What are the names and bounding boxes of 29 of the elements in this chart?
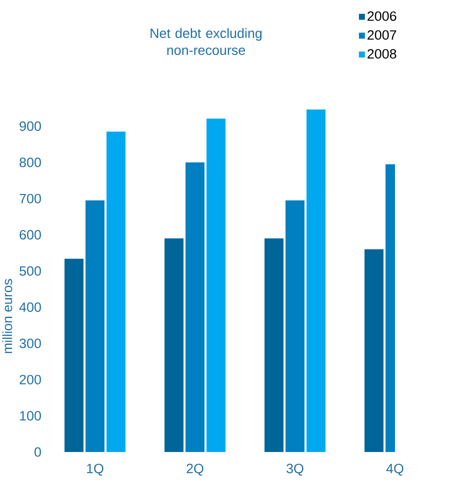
x-tick-label: 1Q [87,464,104,476]
y-tick-label: 500 [20,266,41,276]
bar [286,200,304,452]
y-tick-label: 700 [20,194,41,204]
y-tick-label: 100 [20,411,41,421]
y-tick-label: 900 [20,121,41,131]
bar [306,110,326,452]
bar [206,118,226,452]
bar [164,238,184,452]
bar [106,132,126,452]
chart-title: Net debt excluding non-recourse [150,28,262,55]
y-tick-label: 300 [20,338,41,348]
legend-label: 2008 [368,49,396,59]
bar [86,200,104,452]
y-tick-label: 400 [19,302,41,312]
x-tick-label: 3Q [286,464,304,476]
x-tick-label: 2Q [186,464,204,476]
y-tick-label: 0 [34,447,41,457]
bar [186,162,204,452]
y-tick-label: 600 [20,230,41,240]
bar [64,258,84,452]
x-tick-label: 4Q [386,464,404,476]
y-axis-title: million euros [2,279,12,354]
legend-label: 2006 [368,11,396,21]
y-tick-label: 200 [20,374,41,384]
bar [264,238,284,452]
bar [364,249,384,452]
legend-label: 2007 [368,30,396,40]
y-tick-label: 800 [20,158,41,168]
